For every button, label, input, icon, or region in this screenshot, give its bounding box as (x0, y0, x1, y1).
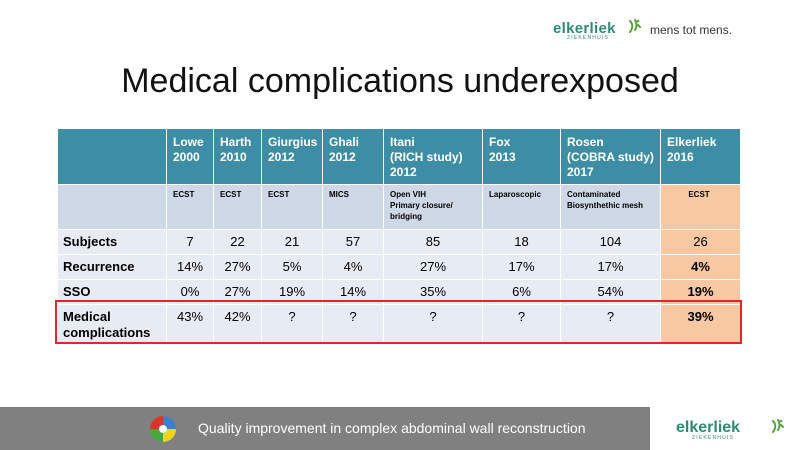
pdca-cycle-icon (150, 416, 176, 442)
cell-text: SSO (63, 284, 91, 299)
highlight-box (55, 300, 742, 344)
table-cell: ? (261, 304, 323, 345)
table-cell: 4% (322, 254, 384, 280)
technique-cell: ECST (213, 184, 262, 230)
cell-text: complications (63, 325, 151, 340)
cell-text: Contaminated (567, 190, 621, 199)
technique-cell: ECST (660, 184, 741, 230)
table-cell: 18 (482, 229, 561, 255)
table-cell: 22 (213, 229, 262, 255)
cell-text: 2000 (173, 150, 200, 164)
column-header: Giurgius 2012 (261, 128, 323, 185)
cell-text: Primary closure/ (390, 201, 453, 210)
cell-text: Open VIH (390, 190, 427, 199)
table-cell: 27% (383, 254, 483, 280)
table-cell: 27% (213, 254, 262, 280)
table-cell: 7 (166, 229, 214, 255)
footer-logo-sub: ZIEKENHUIS (692, 435, 735, 441)
table-row: Recurrence 14% 27% 5% 4% 27% 17% 17% 4% (57, 254, 741, 280)
table-cell: 14% (166, 254, 214, 280)
cell-text: Medical (63, 309, 111, 324)
cell-text: Fox (489, 135, 511, 149)
row-label: Subjects (57, 229, 167, 255)
logo-sub: ZIEKENHUIS (567, 35, 610, 41)
cell-text: ECST (220, 190, 242, 199)
cell-text: Elkerliek (667, 135, 717, 149)
logo-mark-icon (627, 19, 641, 38)
table-cell: 39% (660, 304, 741, 345)
column-header: Rosen (COBRA study) 2017 (560, 128, 661, 185)
table-cell: 26 (660, 229, 741, 255)
table-cell: 17% (482, 254, 561, 280)
technique-cell: ECST (261, 184, 323, 230)
row-label: Recurrence (57, 254, 167, 280)
cell-text: ECST (173, 190, 195, 199)
technique-cell: Contaminated Biosynthethic mesh (560, 184, 661, 230)
cell-text: (RICH study) (390, 150, 463, 164)
table-cell: 5% (261, 254, 323, 280)
cell-text: (COBRA study) (567, 150, 654, 164)
table-cell: 85 (383, 229, 483, 255)
technique-cell: MICS (322, 184, 384, 230)
cell-text: 2017 (567, 165, 594, 179)
column-header: Itani (RICH study) 2012 (383, 128, 483, 185)
table-cell: 21 (261, 229, 323, 255)
cell-text: Subjects (63, 234, 118, 249)
header-blank-cell (57, 128, 167, 185)
footer-logo-name: elkerliek (676, 419, 741, 436)
cell-text: Giurgius (268, 135, 318, 149)
cell-text: ECST (688, 190, 710, 199)
table-cell: 43% (166, 304, 214, 345)
table-cell: ? (322, 304, 384, 345)
cell-text: Ghali (329, 135, 360, 149)
cell-text: 2012 (329, 150, 356, 164)
column-header: Ghali 2012 (322, 128, 384, 185)
table-cell: 42% (213, 304, 262, 345)
table-cell: 17% (560, 254, 661, 280)
cell-text: Biosynthethic mesh (567, 201, 644, 210)
footer-text: Quality improvement in complex abdominal… (198, 420, 586, 436)
technique-cell: ECST (166, 184, 214, 230)
cell-text: Itani (390, 135, 415, 149)
footer-logo-mark-icon (770, 419, 784, 439)
cell-text: 2016 (667, 150, 694, 164)
row-label: Medical complications (57, 304, 167, 345)
cell-text: Laparoscopic (489, 190, 542, 199)
cell-text: 2010 (220, 150, 247, 164)
footer-logo-area: elkerliek ZIEKENHUIS (650, 407, 800, 450)
cell-text: 2013 (489, 150, 516, 164)
table-row: Subjects 7 22 21 57 85 18 104 26 (57, 229, 741, 255)
column-header: Fox 2013 (482, 128, 561, 185)
cell-text: Recurrence (63, 259, 135, 274)
table-cell: 104 (560, 229, 661, 255)
technique-cell: Laparoscopic (482, 184, 561, 230)
cell-text: Harth (220, 135, 252, 149)
table-cell: ? (383, 304, 483, 345)
table-cell: ? (560, 304, 661, 345)
table-cell: 57 (322, 229, 384, 255)
cell-text: ECST (268, 190, 290, 199)
table-row: Medical complications 43% 42%????? 39% (57, 304, 741, 345)
cell-text: Lowe (173, 135, 204, 149)
footer-bar: Quality improvement in complex abdominal… (0, 407, 650, 450)
table-header-row: Lowe 2000 Harth 2010 Giurgius 2012 Ghali 2012 It… (57, 128, 741, 185)
technique-row: ECST ECST ECST MICS Open VIH Primary closure/… (57, 184, 741, 230)
table-cell: 4% (660, 254, 741, 280)
technique-blank-cell (57, 184, 167, 230)
technique-cell: Open VIH Primary closure/bridging (383, 184, 483, 230)
tagline: mens tot mens. (650, 23, 733, 37)
cell-text: MICS (329, 190, 349, 199)
cell-text: 2012 (268, 150, 295, 164)
table-cell: ? (482, 304, 561, 345)
cell-text: 2012 (390, 165, 417, 179)
slide-title: Medical complications underexposed (121, 62, 679, 100)
column-header: Elkerliek 2016 (660, 128, 741, 185)
column-header: Harth 2010 (213, 128, 262, 185)
logo-name: elkerliek (553, 20, 616, 37)
column-header: Lowe 2000 (166, 128, 214, 185)
cell-text: bridging (390, 212, 422, 221)
cell-text: Rosen (567, 135, 604, 149)
